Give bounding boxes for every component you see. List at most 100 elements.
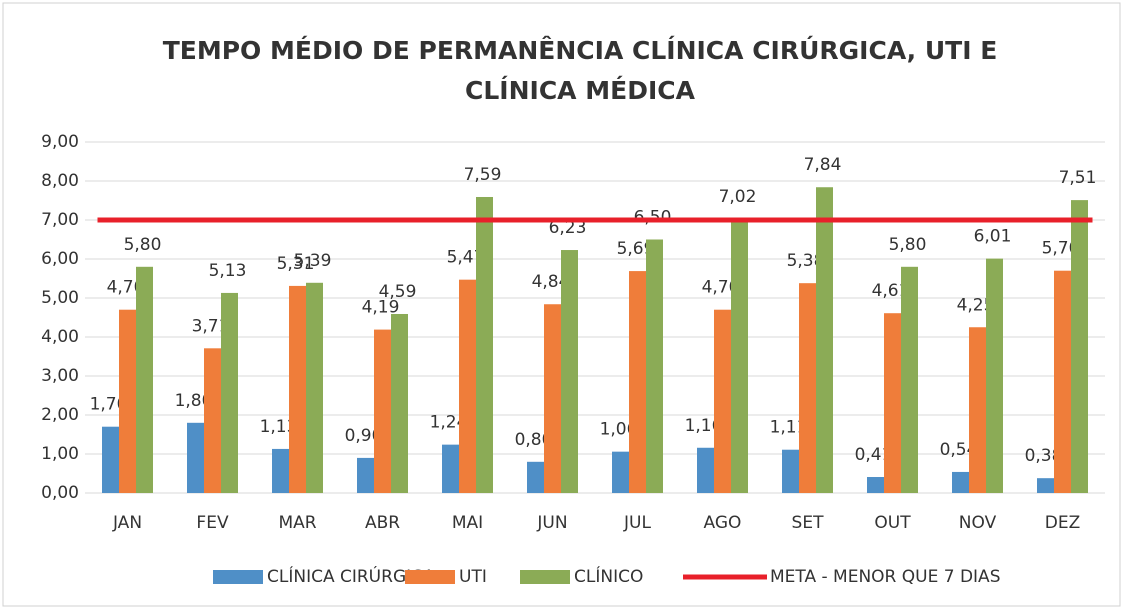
- x-tick-label: OUT: [874, 513, 911, 533]
- x-tick-label: FEV: [196, 513, 229, 533]
- bar: [374, 329, 391, 493]
- x-tick-label: JUN: [536, 513, 567, 533]
- bar: [544, 304, 561, 493]
- bar: [306, 282, 323, 493]
- data-label: 4,84: [532, 272, 570, 292]
- y-tick-label: 1,00: [41, 444, 79, 464]
- bar: [272, 448, 289, 493]
- data-label: 0,80: [515, 430, 553, 450]
- bar: [884, 313, 901, 493]
- y-tick-label: 4,00: [41, 327, 79, 347]
- bar: [442, 444, 459, 493]
- bar: [187, 422, 204, 493]
- chart-title: CLÍNICA MÉDICA: [465, 76, 696, 105]
- bar: [612, 451, 629, 493]
- data-label: 3,71: [192, 316, 230, 336]
- bar: [119, 309, 136, 493]
- bar: [952, 471, 969, 493]
- y-tick-label: 8,00: [41, 171, 79, 191]
- legend-swatch: [405, 570, 455, 584]
- data-label: 5,80: [124, 235, 162, 255]
- bar: [697, 447, 714, 493]
- bar: [799, 283, 816, 493]
- data-label: 5,69: [617, 239, 655, 259]
- bar: [391, 313, 408, 493]
- legend-label: UTI: [459, 567, 487, 587]
- bar: [221, 292, 238, 493]
- data-label: 7,84: [804, 155, 842, 175]
- x-tick-label: DEZ: [1045, 513, 1080, 533]
- chart-title: TEMPO MÉDIO DE PERMANÊNCIA CLÍNICA CIRÚR…: [163, 35, 998, 65]
- bar: [289, 285, 306, 493]
- data-label: 7,59: [464, 165, 502, 185]
- bar: [527, 461, 544, 493]
- x-tick-label: AGO: [704, 513, 742, 533]
- y-tick-label: 7,00: [41, 210, 79, 230]
- bar: [969, 327, 986, 493]
- bar: [459, 279, 476, 493]
- data-label: 1,70: [90, 395, 128, 415]
- x-tick-label: ABR: [365, 513, 400, 533]
- data-label: 4,59: [379, 282, 417, 302]
- bar: [986, 258, 1003, 493]
- data-label: 4,70: [702, 278, 740, 298]
- data-label: 1,80: [175, 391, 213, 411]
- data-label: 5,13: [209, 261, 247, 281]
- data-label: 1,13: [260, 417, 298, 437]
- bar: [561, 250, 578, 493]
- data-label: 4,61: [872, 281, 910, 301]
- data-label: 1,11: [770, 418, 808, 438]
- data-label: 1,24: [430, 413, 468, 433]
- x-tick-label: NOV: [959, 513, 997, 533]
- data-label: 5,31: [277, 254, 315, 274]
- legend-label: CLÍNICA CIRÚRGICA: [267, 565, 435, 587]
- y-tick-label: 5,00: [41, 288, 79, 308]
- bar: [1071, 200, 1088, 494]
- bar: [782, 449, 799, 493]
- y-tick-label: 2,00: [41, 405, 79, 425]
- bar: [476, 196, 493, 494]
- x-tick-label: JAN: [112, 513, 142, 533]
- bar: [102, 426, 119, 493]
- x-tick-label: JUL: [623, 513, 651, 533]
- bar: [357, 457, 374, 493]
- data-label: 5,80: [889, 235, 927, 255]
- data-label: 4,19: [362, 298, 400, 318]
- data-label: 7,51: [1059, 168, 1097, 188]
- y-tick-label: 0,00: [41, 483, 79, 503]
- y-tick-label: 3,00: [41, 366, 79, 386]
- data-label: 6,23: [549, 218, 587, 238]
- bar: [714, 309, 731, 493]
- data-label: 7,02: [719, 187, 757, 207]
- data-label: 0,41: [855, 445, 893, 465]
- y-tick-label: 9,00: [41, 132, 79, 152]
- bar: [204, 348, 221, 493]
- data-label: 5,38: [787, 251, 825, 271]
- legend-swatch: [520, 570, 570, 584]
- data-label: 6,01: [974, 227, 1012, 247]
- bar: [816, 187, 833, 494]
- bar: [731, 219, 748, 493]
- data-label: 1,16: [685, 416, 723, 436]
- bar: [901, 266, 918, 493]
- legend-swatch: [213, 570, 263, 584]
- data-label: 1,06: [600, 420, 638, 440]
- x-tick-label: SET: [792, 513, 825, 533]
- data-label: 4,25: [957, 295, 995, 315]
- legend-label: CLÍNICO: [574, 565, 643, 587]
- bar: [646, 239, 663, 493]
- data-label: 0,90: [345, 426, 383, 446]
- bar: [867, 477, 884, 493]
- x-tick-label: MAI: [452, 513, 483, 533]
- data-label: 5,39: [294, 251, 332, 271]
- data-label: 4,70: [107, 278, 145, 298]
- data-label: 5,70: [1042, 239, 1080, 259]
- x-tick-label: MAR: [278, 513, 316, 533]
- data-label: 0,54: [940, 440, 978, 460]
- y-tick-label: 6,00: [41, 249, 79, 269]
- bar: [136, 266, 153, 493]
- data-label: 5,47: [447, 248, 485, 268]
- bar: [629, 271, 646, 493]
- legend-label: META - MENOR QUE 7 DIAS: [770, 567, 1000, 587]
